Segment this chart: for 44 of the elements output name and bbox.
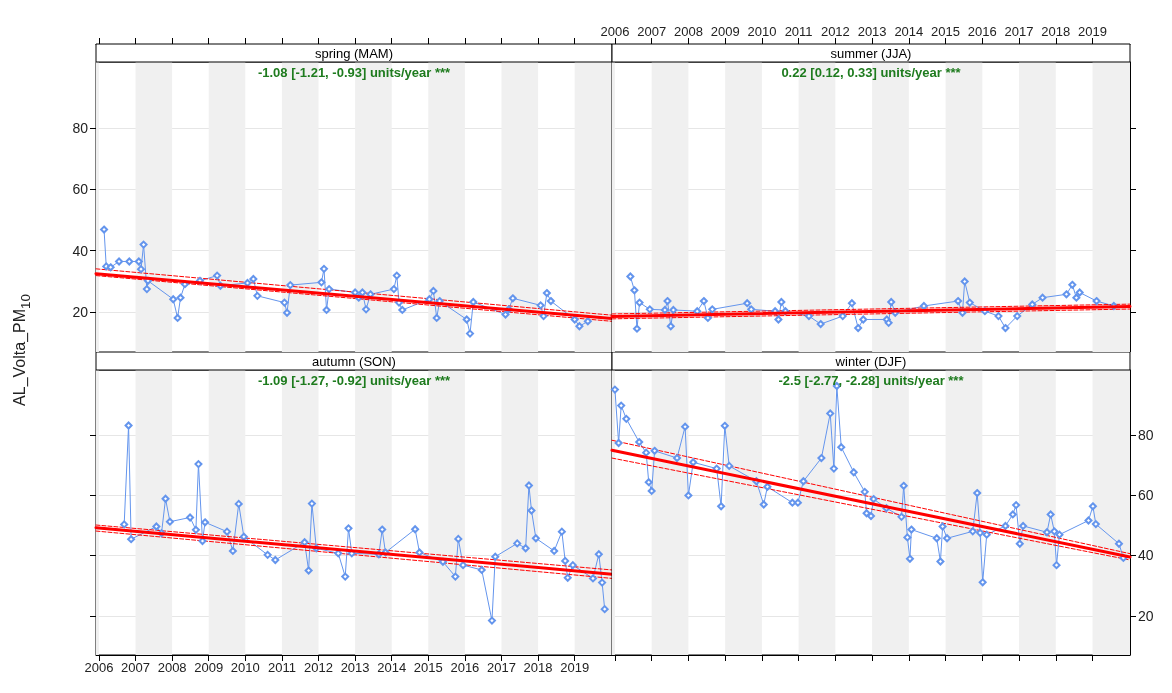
x-tick-label: 2016 bbox=[967, 24, 997, 39]
y-tick-label: 40 bbox=[1138, 547, 1154, 564]
x-tick-label: 2007 bbox=[637, 24, 667, 39]
x-tick-label: 2015 bbox=[413, 660, 443, 675]
y-tick-label: 60 bbox=[1138, 487, 1154, 504]
x-tick-label: 2014 bbox=[377, 660, 407, 675]
annotation: -1.09 [-1.27, -0.92] units/year *** bbox=[257, 373, 452, 388]
x-tick-label: 2019 bbox=[1078, 24, 1107, 39]
chart-title: summer (JJA) bbox=[830, 45, 912, 61]
x-tick-label: 2013 bbox=[857, 24, 887, 39]
x-tick-label: 2012 bbox=[820, 24, 850, 39]
annotation: -1.08 [-1.21, -0.93] units/year *** bbox=[257, 65, 452, 80]
y-tick-label: 20 bbox=[1138, 607, 1154, 624]
x-tick-label: 2017 bbox=[1004, 24, 1034, 39]
y-tick-label: 40 bbox=[72, 242, 89, 259]
chart-title: spring (MAM) bbox=[314, 45, 394, 61]
x-tick-label: 2006 bbox=[84, 660, 114, 675]
y-tick-label: 80 bbox=[1138, 426, 1154, 443]
x-tick-label: 2014 bbox=[894, 24, 924, 39]
x-tick-label: 2011 bbox=[267, 660, 296, 675]
x-tick-label: 2016 bbox=[450, 660, 480, 675]
x-tick-label: 2006 bbox=[600, 24, 630, 39]
x-tick-label: 2019 bbox=[560, 660, 590, 675]
x-tick-label: 2008 bbox=[673, 24, 703, 39]
x-tick-label: 2017 bbox=[487, 660, 516, 675]
x-tick-label: 2008 bbox=[157, 660, 187, 675]
annotation: -2.5 [-2.77, -2.28] units/year *** bbox=[778, 373, 965, 388]
x-tick-label: 2009 bbox=[194, 660, 224, 675]
x-tick-label: 2011 bbox=[784, 24, 813, 39]
x-tick-label: 2009 bbox=[710, 24, 740, 39]
x-tick-label: 2012 bbox=[304, 660, 333, 675]
x-tick-label: 2018 bbox=[1041, 24, 1071, 39]
x-tick-label: 2015 bbox=[931, 24, 961, 39]
chart-title: winter (DJF) bbox=[834, 353, 907, 369]
x-tick-label: 2013 bbox=[340, 660, 370, 675]
y-tick-label: 20 bbox=[72, 304, 89, 321]
x-tick-label: 2018 bbox=[523, 660, 553, 675]
chart-title: autumn (SON) bbox=[312, 353, 396, 369]
annotation: 0.22 [0.12, 0.33] units/year *** bbox=[781, 65, 962, 80]
y-tick-label: 60 bbox=[72, 181, 89, 198]
y-tick-label: 80 bbox=[72, 119, 89, 136]
x-tick-label: 2010 bbox=[747, 24, 777, 39]
x-tick-label: 2010 bbox=[230, 660, 260, 675]
x-tick-label: 2007 bbox=[121, 660, 150, 675]
